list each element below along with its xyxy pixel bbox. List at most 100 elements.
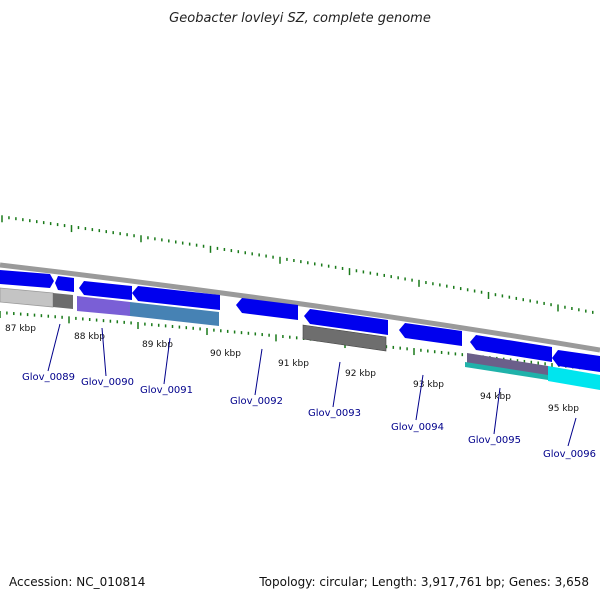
minor-tick: [404, 277, 406, 281]
feature-block-darkgray[interactable]: [53, 293, 73, 309]
minor-tick: [181, 241, 184, 245]
gene-link-glov-0089[interactable]: Glov_0089: [22, 372, 75, 383]
minor-tick: [515, 296, 518, 300]
minor-tick: [40, 314, 43, 318]
minor-tick: [293, 259, 295, 263]
gene-link-glov-0096[interactable]: Glov_0096: [543, 449, 596, 460]
major-tick: [137, 322, 139, 330]
minor-tick: [230, 249, 233, 253]
minor-tick: [91, 228, 94, 232]
minor-tick: [334, 265, 337, 269]
leader-line: [47, 323, 61, 372]
kbp-label: 92 kbp: [345, 369, 376, 379]
minor-tick: [95, 318, 98, 322]
minor-tick: [254, 332, 257, 336]
minor-tick: [213, 328, 215, 332]
minor-tick: [26, 313, 29, 317]
kbp-label: 87 kbp: [5, 324, 36, 334]
major-tick: [551, 363, 553, 371]
kbp-label: 93 kbp: [413, 380, 444, 390]
minor-tick: [223, 247, 226, 251]
genome-backbone: [0, 262, 600, 353]
major-tick: [413, 348, 415, 356]
gene-link-glov-0094[interactable]: Glov_0094: [391, 422, 444, 433]
minor-tick: [42, 221, 45, 225]
cds-arrow[interactable]: [236, 298, 298, 320]
leader-line: [254, 348, 263, 396]
minor-tick: [530, 360, 533, 364]
minor-tick: [98, 229, 101, 233]
leader-line: [567, 417, 577, 447]
minor-tick: [216, 246, 219, 250]
minor-tick: [295, 336, 298, 340]
minor-tick: [178, 325, 181, 329]
minor-tick: [171, 324, 174, 328]
minor-tick: [265, 254, 267, 258]
minor-tick: [300, 260, 302, 264]
minor-tick: [251, 252, 253, 256]
feature-block-purple[interactable]: [467, 353, 548, 376]
kbp-label: 88 kbp: [74, 332, 105, 342]
leader-line: [493, 387, 501, 435]
accession-text: Accession: NC_010814: [9, 575, 145, 589]
minor-tick: [501, 294, 504, 298]
minor-tick: [447, 351, 450, 355]
minor-tick: [244, 251, 246, 255]
minor-tick: [13, 312, 15, 316]
cds-arrow[interactable]: [470, 335, 552, 362]
major-tick: [68, 316, 70, 324]
minor-tick: [258, 253, 260, 257]
feature-block-darkgray[interactable]: [302, 324, 387, 352]
minor-tick: [168, 239, 170, 243]
minor-tick: [390, 275, 392, 279]
minor-tick: [446, 284, 448, 288]
minor-tick: [36, 220, 38, 224]
minor-tick: [195, 243, 198, 247]
minor-tick: [130, 321, 132, 325]
minor-tick: [523, 359, 526, 363]
minor-tick: [151, 323, 153, 327]
minor-tick: [550, 303, 552, 307]
cds-arrow[interactable]: [132, 286, 220, 310]
major-tick: [279, 256, 281, 264]
cds-arrow[interactable]: [55, 276, 74, 292]
gene-link-glov-0093[interactable]: Glov_0093: [308, 408, 361, 419]
minor-tick: [383, 273, 385, 277]
minor-tick: [406, 347, 408, 351]
kbp-label: 91 kbp: [278, 359, 309, 369]
feature-block-cyan[interactable]: [548, 366, 600, 390]
minor-tick: [102, 319, 105, 323]
cds-arrow[interactable]: [79, 281, 132, 300]
minor-tick: [420, 348, 422, 352]
minor-tick: [592, 310, 594, 314]
gene-link-glov-0090[interactable]: Glov_0090: [81, 377, 134, 388]
gene-link-glov-0095[interactable]: Glov_0095: [468, 435, 521, 446]
minor-tick: [54, 315, 56, 319]
kbp-label: 94 kbp: [480, 392, 511, 402]
gene-link-glov-0091[interactable]: Glov_0091: [140, 385, 193, 396]
gene-link-glov-0092[interactable]: Glov_0092: [230, 396, 283, 407]
feature-block-lightgray[interactable]: [0, 287, 54, 308]
minor-tick: [126, 233, 128, 237]
cds-arrow[interactable]: [0, 270, 54, 288]
minor-tick: [119, 232, 121, 236]
minor-tick: [392, 345, 395, 349]
minor-tick: [15, 217, 17, 221]
minor-tick: [473, 289, 476, 293]
minor-tick: [425, 281, 427, 285]
major-tick: [70, 225, 73, 233]
minor-tick: [199, 327, 201, 331]
major-tick: [487, 291, 490, 299]
cds-arrow[interactable]: [552, 350, 600, 372]
feature-track: [0, 287, 600, 390]
minor-tick: [157, 323, 160, 327]
feature-block-purple[interactable]: [77, 296, 130, 316]
feature-block-teal[interactable]: [465, 362, 548, 380]
minor-tick: [88, 318, 91, 322]
cds-arrow[interactable]: [304, 309, 388, 335]
minor-tick: [112, 231, 114, 235]
minor-tick: [454, 352, 457, 356]
cds-arrow[interactable]: [399, 323, 462, 346]
minor-tick: [220, 329, 222, 333]
feature-block-steelblue[interactable]: [130, 302, 219, 326]
